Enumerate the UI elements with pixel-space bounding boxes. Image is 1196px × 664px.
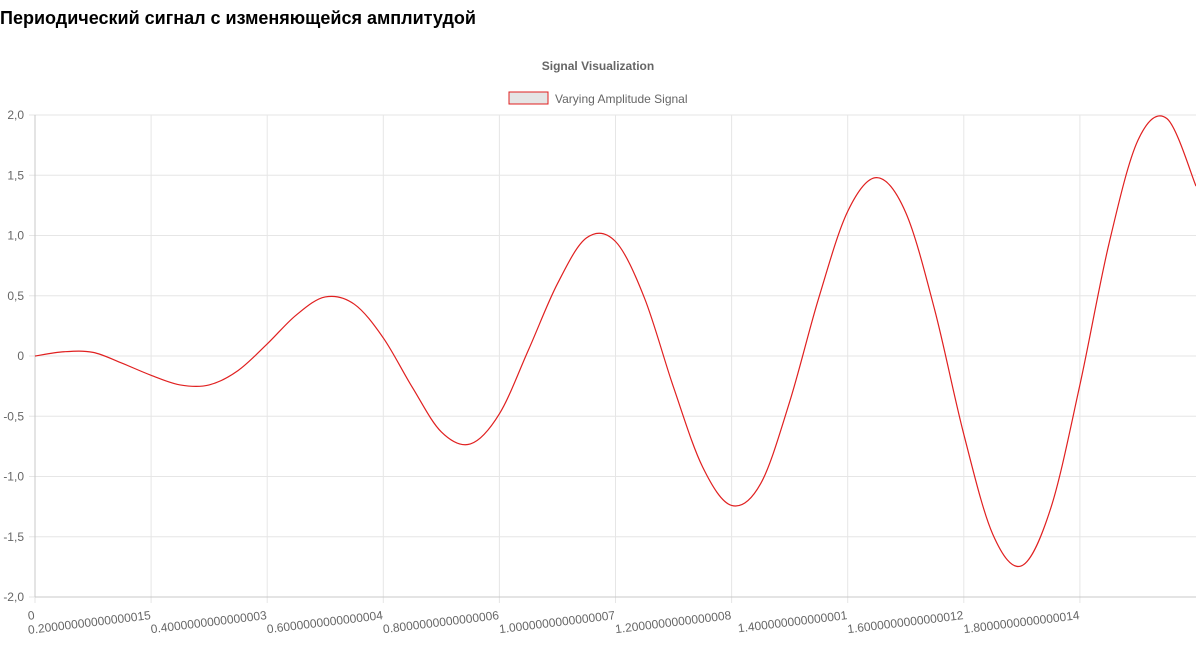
x-tick-label: 1.2000000000000008 bbox=[614, 608, 732, 636]
y-tick-label: -1,5 bbox=[3, 530, 24, 544]
legend-swatch bbox=[508, 91, 549, 105]
x-tick-label: 0 bbox=[27, 608, 36, 623]
y-tick-label: 1,5 bbox=[7, 168, 24, 182]
y-tick-label: -0,5 bbox=[3, 409, 24, 423]
series-line bbox=[34, 115, 1196, 568]
page-heading: Периодический сигнал с изменяющейся ампл… bbox=[0, 8, 476, 28]
x-tick-label: 0.8000000000000006 bbox=[382, 608, 500, 636]
y-tick-label: 0,5 bbox=[7, 289, 24, 303]
y-tick-label: -2,0 bbox=[3, 590, 24, 604]
y-tick-label: -1,0 bbox=[3, 470, 24, 484]
x-axis: 00.200000000000000150.40000000000000030.… bbox=[27, 596, 1196, 637]
x-tick-label: 1.0000000000000007 bbox=[498, 608, 616, 636]
x-tick-label: 1.6000000000000012 bbox=[847, 608, 965, 636]
y-tick-label: 1,0 bbox=[7, 229, 24, 243]
x-tick-label: 0.6000000000000004 bbox=[266, 608, 384, 636]
x-tick-label: 0.20000000000000015 bbox=[27, 608, 152, 637]
chart-title: Signal Visualization bbox=[542, 59, 654, 73]
legend[interactable]: Varying Amplitude Signal bbox=[508, 91, 688, 106]
y-tick-label: 0 bbox=[17, 349, 24, 363]
legend-label: Varying Amplitude Signal bbox=[555, 92, 688, 106]
x-tick-label: 0.4000000000000003 bbox=[150, 608, 268, 636]
x-tick-label: 1.400000000000001 bbox=[737, 608, 848, 635]
plot-area bbox=[34, 115, 1196, 568]
grid bbox=[29, 114, 1196, 603]
y-tick-label: 2,0 bbox=[7, 108, 24, 122]
x-tick-label: 1.8000000000000014 bbox=[963, 608, 1081, 636]
